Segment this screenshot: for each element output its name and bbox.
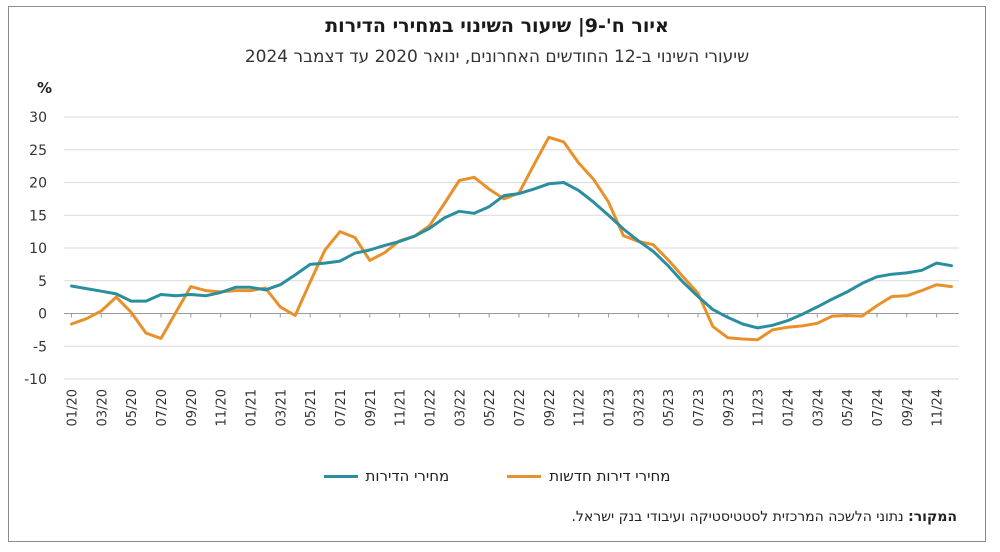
chart-frame: איור ח'-9| שיעור השינוי במחירי הדירות שי…	[8, 6, 986, 542]
x-tick-label: 01/23	[602, 389, 617, 426]
x-tick-label: 09/22	[543, 389, 558, 426]
x-tick-label: 05/24	[841, 389, 856, 426]
y-tick-label: -10	[24, 372, 47, 388]
x-tick-label: 09/23	[722, 389, 737, 426]
legend-label-new-apartments: מחירי דירות חדשות	[549, 467, 671, 485]
x-tick-label: 01/24	[781, 389, 796, 426]
legend-label-apartment-prices: מחירי הדירות	[365, 467, 450, 485]
y-tick-label: 5	[38, 274, 47, 290]
x-tick-label: 05/22	[483, 389, 498, 426]
x-axis-ticks: 01/20 03/20 05/20 07/20 09/20 11/20 01/21 03/21…	[65, 313, 946, 426]
x-tick-label: 09/21	[364, 389, 379, 426]
x-tick-label: 03/23	[632, 389, 647, 426]
x-tick-label: 07/22	[513, 389, 528, 426]
x-tick-label: 05/20	[125, 389, 140, 426]
x-tick-label: 11/22	[573, 389, 588, 426]
y-tick-label: 20	[29, 176, 47, 192]
y-tick-label: 10	[29, 241, 47, 257]
series-line-apartment-prices	[70, 181, 953, 330]
legend-swatch-apartment-prices	[323, 474, 358, 478]
y-tick-label: 0	[38, 307, 47, 323]
series-line-new-apartments	[70, 135, 953, 342]
x-tick-label: 03/21	[274, 389, 289, 426]
x-tick-label: 07/20	[155, 389, 170, 426]
x-tick-label: 01/20	[65, 389, 80, 426]
x-tick-label: 05/23	[662, 389, 677, 426]
y-tick-label: -5	[33, 339, 47, 355]
x-tick-label: 09/20	[185, 389, 200, 426]
legend-item-new-apartments: מחירי דירות חדשות	[507, 463, 670, 489]
y-axis-ticks: -10 -5 0 5 10 15 20 25 30	[24, 110, 47, 388]
x-tick-label: 07/24	[871, 389, 886, 426]
chart-title: איור ח'-9| שיעור השינוי במחירי הדירות	[325, 15, 669, 37]
legend-item-apartment-prices: מחירי הדירות	[323, 463, 450, 489]
source-note: המקור: נתוני הלשכה המרכזית לסטטיסטיקה וע…	[571, 509, 957, 525]
legend-swatch-new-apartments	[507, 474, 542, 478]
x-tick-label: 11/21	[394, 389, 409, 426]
series-lines	[70, 135, 953, 342]
x-tick-label: 01/21	[244, 389, 259, 426]
x-tick-label: 09/24	[901, 389, 916, 426]
y-tick-label: 25	[29, 143, 47, 159]
x-tick-label: 01/22	[423, 389, 438, 426]
x-tick-label: 03/20	[95, 389, 110, 426]
legend: מחירי דירות חדשות מחירי הדירות	[9, 463, 985, 489]
chart-subtitle: שיעורי השינוי ב-12 החודשים האחרונים, ינו…	[244, 47, 750, 67]
x-tick-label: 03/24	[811, 389, 826, 426]
x-tick-label: 07/23	[692, 389, 707, 426]
source-label: המקור:	[908, 509, 957, 525]
grid-lines	[64, 116, 959, 380]
line-chart: -10 -5 0 5 10 15 20 25 30 01/20 03/20 05/20 07/20 09…	[24, 110, 959, 426]
x-tick-label: 03/22	[453, 389, 468, 426]
y-tick-label: 30	[29, 110, 47, 126]
source-text: נתוני הלשכה המרכזית לסטטיסטיקה ועיבודי ב…	[571, 509, 909, 525]
y-tick-label: 15	[29, 208, 47, 224]
x-tick-label: 07/21	[334, 389, 349, 426]
x-tick-label: 11/24	[931, 389, 946, 426]
x-tick-label: 11/23	[752, 389, 767, 426]
x-tick-label: 05/21	[304, 389, 319, 426]
y-axis-unit: %	[37, 79, 53, 97]
x-tick-label: 11/20	[215, 389, 230, 426]
